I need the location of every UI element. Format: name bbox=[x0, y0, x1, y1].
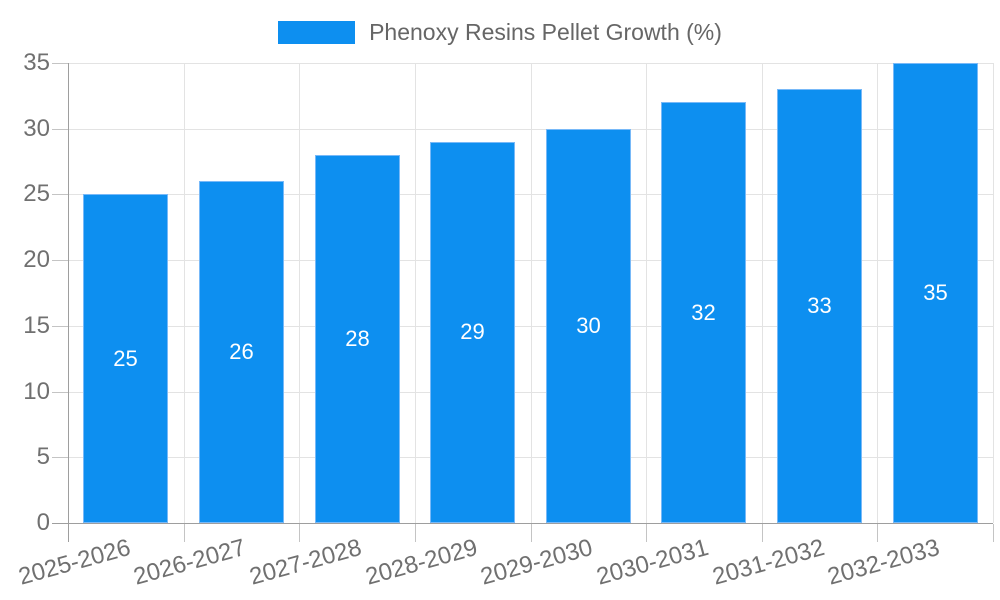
x-axis-tick-mark bbox=[993, 524, 994, 542]
bar-value-label: 25 bbox=[113, 346, 138, 371]
x-axis-tick-mark bbox=[877, 524, 878, 542]
horizontal-gridline bbox=[68, 194, 993, 195]
bar-value-label: 29 bbox=[460, 319, 485, 344]
x-axis-tick-mark bbox=[762, 524, 763, 542]
vertical-gridline bbox=[531, 63, 532, 523]
y-axis-line bbox=[68, 63, 69, 542]
vertical-gridline bbox=[762, 63, 763, 523]
bar bbox=[661, 102, 746, 523]
bar bbox=[777, 89, 862, 523]
vertical-gridline bbox=[415, 63, 416, 523]
x-axis-tick-mark bbox=[184, 524, 185, 542]
y-axis-tick-label: 5 bbox=[36, 443, 50, 470]
y-axis-tick-label: 10 bbox=[23, 378, 50, 405]
vertical-gridline bbox=[299, 63, 300, 523]
bar-value-label: 33 bbox=[807, 293, 832, 318]
vertical-gridline bbox=[993, 63, 994, 523]
horizontal-gridline bbox=[68, 63, 993, 64]
x-axis-tick-mark bbox=[531, 524, 532, 542]
bar bbox=[893, 63, 978, 523]
y-axis-tick-label: 25 bbox=[23, 180, 50, 207]
y-axis-tick-mark bbox=[52, 326, 68, 327]
x-axis-tick-mark bbox=[415, 524, 416, 542]
bar-value-label: 35 bbox=[923, 280, 948, 305]
x-axis-tick-mark bbox=[299, 524, 300, 542]
legend-swatch bbox=[278, 21, 356, 44]
vertical-gridline bbox=[184, 63, 185, 523]
bar-value-label: 26 bbox=[229, 339, 254, 364]
y-axis-tick-mark bbox=[52, 260, 68, 261]
vertical-gridline bbox=[877, 63, 878, 523]
horizontal-gridline bbox=[68, 457, 993, 458]
horizontal-gridline bbox=[68, 326, 993, 327]
legend-label: Phenoxy Resins Pellet Growth (%) bbox=[369, 19, 722, 45]
bar bbox=[315, 155, 400, 523]
y-axis-tick-label: 15 bbox=[23, 312, 50, 339]
y-axis-tick-label: 30 bbox=[23, 115, 50, 142]
y-axis-tick-label: 0 bbox=[36, 509, 50, 536]
chart-legend: Phenoxy Resins Pellet Growth (%) bbox=[0, 19, 1000, 46]
y-axis-tick-label: 20 bbox=[23, 246, 50, 273]
bar bbox=[430, 142, 515, 523]
y-axis-tick-mark bbox=[52, 457, 68, 458]
y-axis-tick-mark bbox=[52, 129, 68, 130]
horizontal-gridline bbox=[68, 392, 993, 393]
y-axis-tick-mark bbox=[52, 392, 68, 393]
x-axis-tick-mark bbox=[646, 524, 647, 542]
y-axis-tick-label: 35 bbox=[23, 49, 50, 76]
horizontal-gridline bbox=[68, 260, 993, 261]
bar-value-label: 32 bbox=[691, 300, 716, 325]
x-axis-line bbox=[52, 523, 993, 524]
y-axis-tick-mark bbox=[52, 194, 68, 195]
bar bbox=[199, 181, 284, 523]
bar-value-label: 28 bbox=[345, 326, 370, 351]
bar bbox=[546, 129, 631, 523]
y-axis-tick-mark bbox=[52, 63, 68, 64]
bar-value-label: 30 bbox=[576, 313, 601, 338]
horizontal-gridline bbox=[68, 129, 993, 130]
vertical-gridline bbox=[646, 63, 647, 523]
bar bbox=[83, 194, 168, 523]
